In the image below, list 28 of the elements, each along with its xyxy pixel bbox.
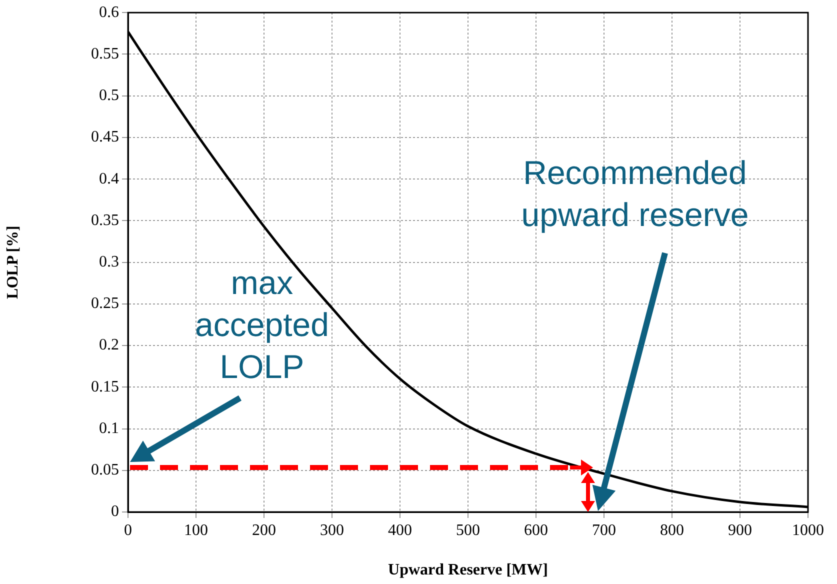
x-tick-label: 600 xyxy=(524,522,548,539)
y-tick-label: 0 xyxy=(111,503,119,520)
y-tick-label: 0.4 xyxy=(99,170,119,188)
y-tick-label: 0.3 xyxy=(99,254,119,271)
y-tick-label: 0.45 xyxy=(91,128,119,146)
x-tick-label: 1000 xyxy=(792,522,824,539)
x-tick-label: 100 xyxy=(184,522,208,539)
x-tick-label: 400 xyxy=(388,522,412,539)
y-tick-label: 0.25 xyxy=(91,295,119,312)
x-tick-label: 800 xyxy=(660,522,684,539)
annotation: Recommended upward reserve xyxy=(520,153,750,235)
x-tick-label: 200 xyxy=(252,522,276,539)
y-axis-title: LOLP [%] xyxy=(4,226,22,299)
x-tick-label: 0 xyxy=(124,522,132,539)
y-tick-label: 0.6 xyxy=(99,4,119,21)
x-tick-label: 500 xyxy=(456,522,480,539)
x-tick-label: 900 xyxy=(728,522,752,539)
y-tick-label: 0.15 xyxy=(91,378,119,396)
y-tick-label: 0.1 xyxy=(99,420,119,437)
x-axis-title: Upward Reserve [MW] xyxy=(388,562,548,579)
y-tick-label: 0.55 xyxy=(91,45,119,62)
y-tick-label: 0.2 xyxy=(99,336,119,354)
annotation: max accepted LOLP xyxy=(194,263,330,387)
y-tick-label: 0.05 xyxy=(91,462,119,479)
x-tick-label: 700 xyxy=(592,522,616,539)
y-tick-label: 0.5 xyxy=(99,87,119,104)
y-tick-label: 0.35 xyxy=(91,212,119,229)
x-tick-label: 300 xyxy=(320,522,344,539)
